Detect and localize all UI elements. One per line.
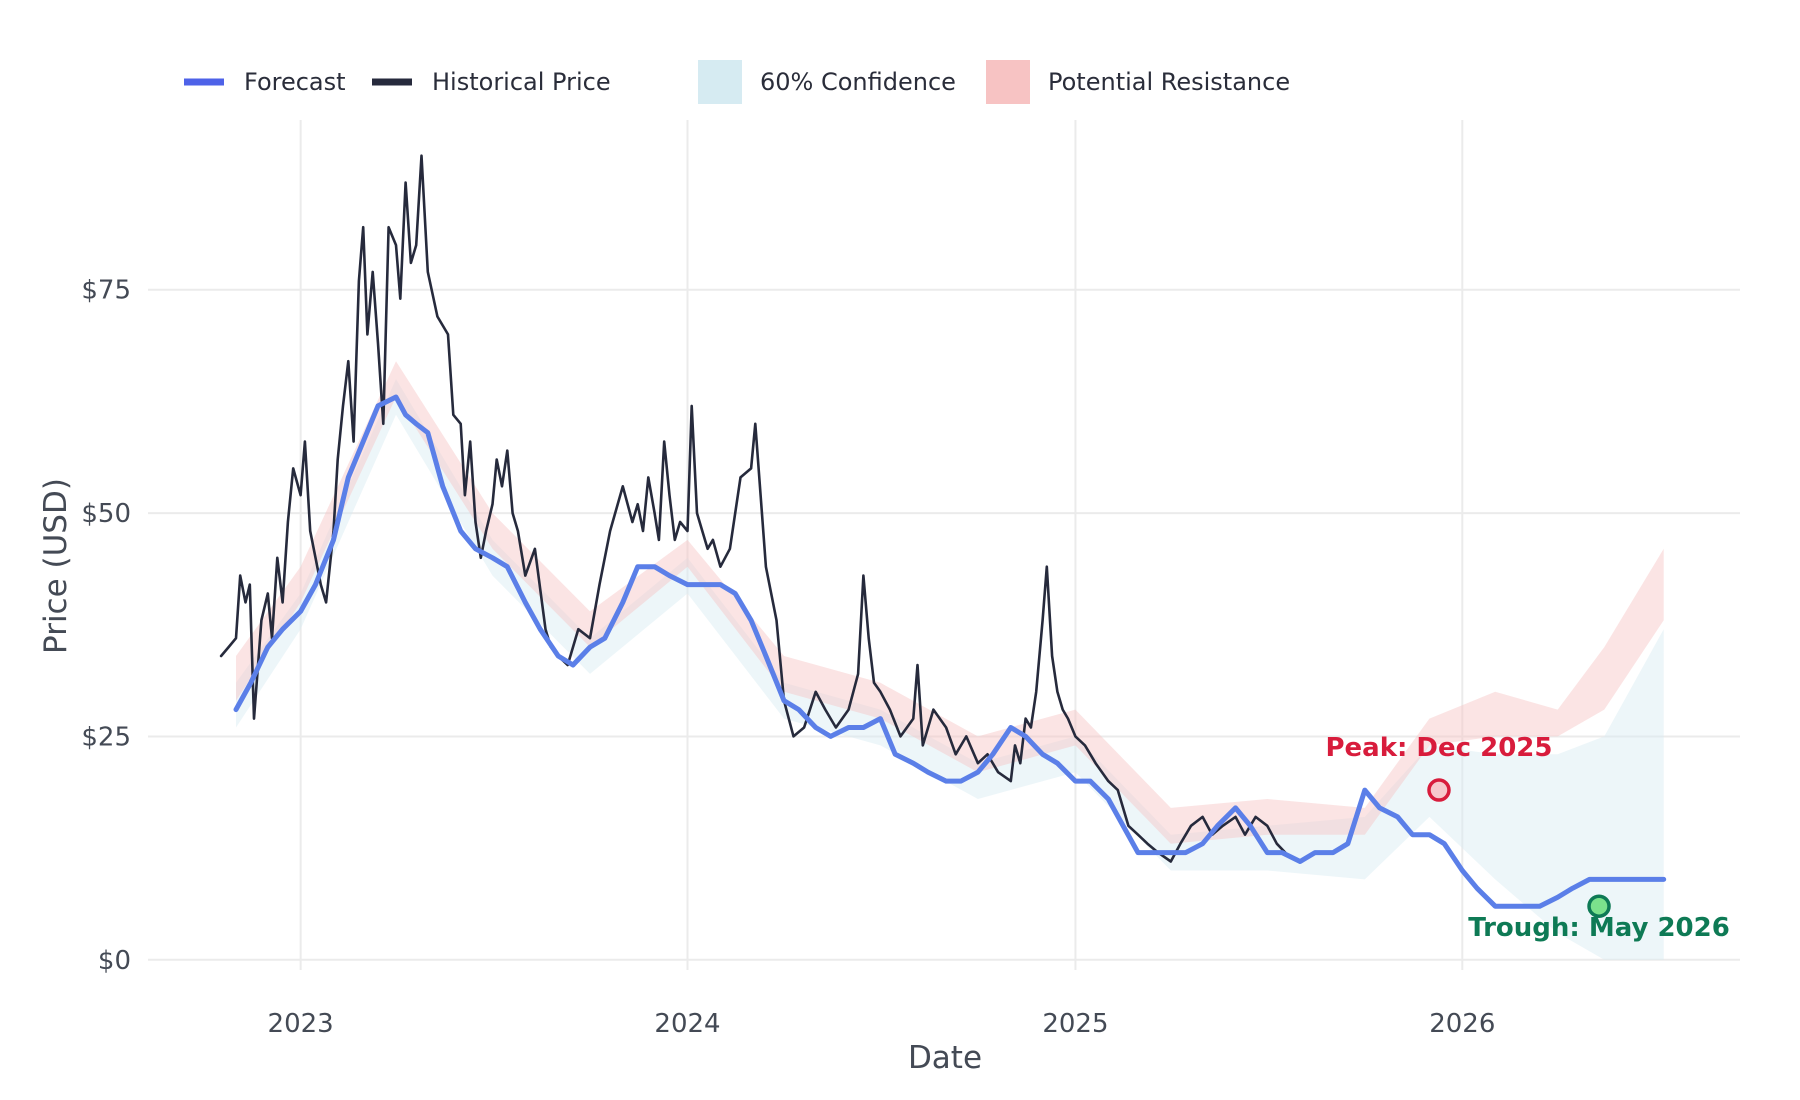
x-tick-label: 2023 [268, 1009, 334, 1039]
x-tick-label: 2025 [1042, 1009, 1108, 1039]
legend: Forecast Historical Price 60% Confidence Po… [184, 60, 1290, 104]
y-tick-label: $0 [98, 946, 131, 976]
y-tick-label: $25 [81, 722, 131, 752]
x-tick-labels: 2023 2024 2025 2026 [268, 1009, 1496, 1039]
peak-marker [1427, 778, 1451, 802]
legend-swatch [698, 60, 742, 104]
forecast-line [233, 394, 1667, 909]
trough-annotation: Trough: May 2026 [1468, 913, 1730, 943]
grid [148, 120, 1740, 970]
series-layer [219, 154, 1667, 909]
y-axis-title: Price (USD) [38, 478, 74, 654]
x-axis-title: Date [908, 1040, 982, 1076]
legend-label: Forecast [244, 68, 346, 96]
legend-label: Potential Resistance [1048, 68, 1290, 96]
historical-price-line [219, 154, 1287, 863]
annotation-layer: Peak: Dec 2025 Trough: May 2026 [1325, 733, 1729, 943]
legend-swatch [986, 60, 1030, 104]
peak-annotation: Peak: Dec 2025 [1325, 733, 1552, 763]
y-tick-label: $75 [81, 276, 131, 306]
x-tick-label: 2024 [654, 1009, 720, 1039]
y-tick-label: $50 [81, 499, 131, 529]
x-tick-label: 2026 [1429, 1009, 1495, 1039]
confidence-band [236, 379, 1664, 960]
trough-marker [1587, 894, 1611, 918]
legend-label: 60% Confidence [760, 68, 956, 96]
legend-label: Historical Price [432, 68, 611, 96]
confidence-band-layer [236, 361, 1664, 960]
y-tick-labels: $0 $25 $50 $75 [81, 276, 131, 976]
